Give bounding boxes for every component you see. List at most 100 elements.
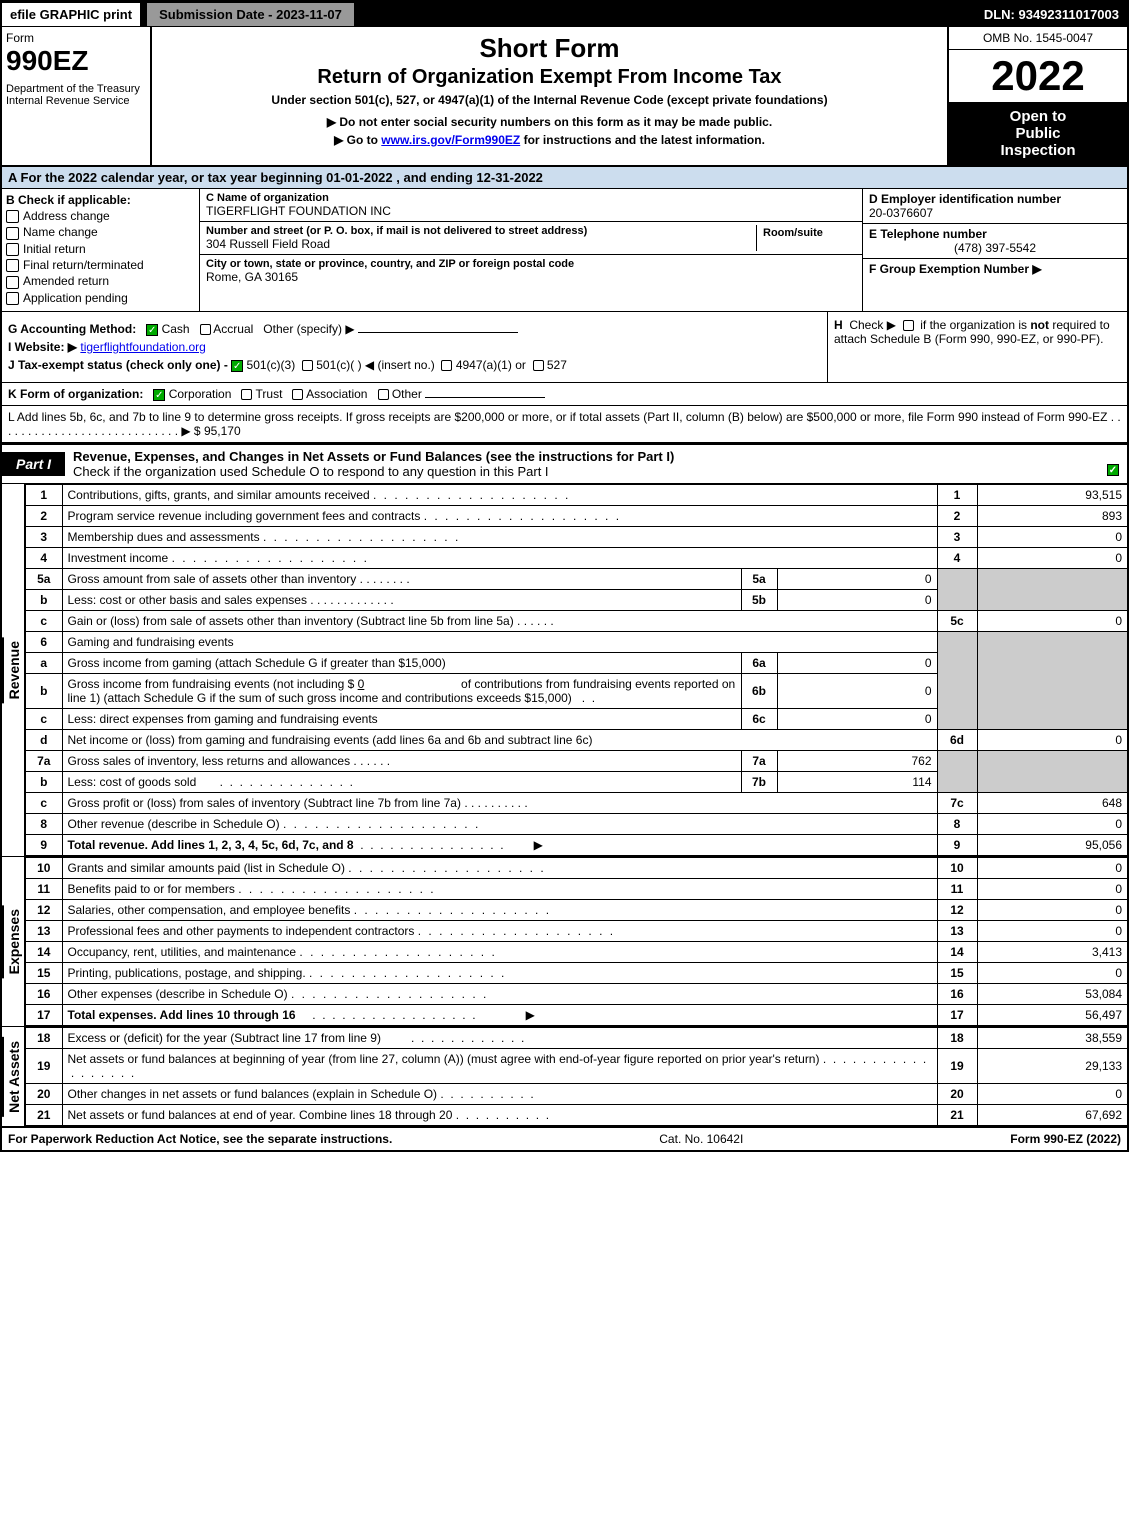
line-18: 18Excess or (deficit) for the year (Subt… [26, 1027, 1127, 1048]
tax-year: 2022 [949, 50, 1127, 102]
chk-schedule-o-part1[interactable] [1107, 464, 1119, 476]
department-label: Department of the TreasuryInternal Reven… [6, 83, 146, 107]
chk-trust[interactable] [241, 389, 252, 400]
chk-name-change[interactable]: Name change [6, 225, 195, 239]
line-21: 21Net assets or fund balances at end of … [26, 1104, 1127, 1125]
ein-label: D Employer identification number [869, 192, 1121, 206]
chk-address-change[interactable]: Address change [6, 209, 195, 223]
title-return: Return of Organization Exempt From Incom… [162, 66, 937, 89]
org-address: 304 Russell Field Road [206, 237, 756, 251]
netassets-table: 18Excess or (deficit) for the year (Subt… [26, 1027, 1127, 1126]
efile-label[interactable]: efile GRAPHIC print [2, 3, 142, 26]
header-middle: Short Form Return of Organization Exempt… [152, 27, 947, 165]
col-b-header: B Check if applicable: [6, 193, 131, 207]
chk-501c[interactable] [302, 360, 313, 371]
form-header: Form 990EZ Department of the TreasuryInt… [2, 27, 1127, 167]
row-l: L Add lines 5b, 6c, and 7b to line 9 to … [2, 406, 1127, 443]
header-left: Form 990EZ Department of the TreasuryInt… [2, 27, 152, 165]
chk-accrual[interactable] [200, 324, 211, 335]
line-i-website: I Website: ▶ tigerflightfoundation.org [8, 340, 821, 354]
line-19: 19Net assets or fund balances at beginni… [26, 1048, 1127, 1083]
line-7c: cGross profit or (loss) from sales of in… [26, 792, 1127, 813]
line-4: 4Investment income 40 [26, 547, 1127, 568]
expenses-section: Expenses 10Grants and similar amounts pa… [2, 857, 1127, 1027]
expenses-label: Expenses [2, 905, 24, 978]
line-h-schedule-b: H Check ▶ if the organization is not req… [827, 312, 1127, 382]
netassets-label: Net Assets [2, 1037, 24, 1117]
expenses-table: 10Grants and similar amounts paid (list … [26, 857, 1127, 1026]
org-name: TIGERFLIGHT FOUNDATION INC [206, 204, 856, 218]
info-grid: B Check if applicable: Address change Na… [2, 189, 1127, 312]
group-exemption-label: F Group Exemption Number ▶ [869, 262, 1121, 276]
chk-application-pending[interactable]: Application pending [6, 291, 195, 305]
open-to-public: Open toPublicInspection [949, 102, 1127, 165]
chk-association[interactable] [292, 389, 303, 400]
room-label: Room/suite [763, 227, 823, 239]
instructions-link-line: ▶ Go to www.irs.gov/Form990EZ for instru… [162, 133, 937, 147]
line-7a: 7aGross sales of inventory, less returns… [26, 750, 1127, 771]
col-c-org-info: C Name of organization TIGERFLIGHT FOUND… [200, 189, 862, 311]
line-2: 2Program service revenue including gover… [26, 505, 1127, 526]
title-short-form: Short Form [162, 33, 937, 64]
line-11: 11Benefits paid to or for members 110 [26, 878, 1127, 899]
chk-other-org[interactable] [378, 389, 389, 400]
city-label: City or town, state or province, country… [206, 258, 856, 270]
omb-number: OMB No. 1545-0047 [949, 27, 1127, 50]
form-990ez-page: efile GRAPHIC print Submission Date - 20… [0, 0, 1129, 1152]
line-8: 8Other revenue (describe in Schedule O) … [26, 813, 1127, 834]
footer-catno: Cat. No. 10642I [659, 1132, 743, 1146]
line-12: 12Salaries, other compensation, and empl… [26, 899, 1127, 920]
line-j-taxexempt: J Tax-exempt status (check only one) - 5… [8, 358, 821, 372]
chk-initial-return[interactable]: Initial return [6, 242, 195, 256]
line-10: 10Grants and similar amounts paid (list … [26, 857, 1127, 878]
line-14: 14Occupancy, rent, utilities, and mainte… [26, 941, 1127, 962]
org-name-label: C Name of organization [206, 192, 856, 204]
chk-501c3[interactable] [231, 360, 243, 372]
footer-left: For Paperwork Reduction Act Notice, see … [8, 1132, 392, 1146]
subtitle-section: Under section 501(c), 527, or 4947(a)(1)… [162, 93, 937, 107]
page-footer: For Paperwork Reduction Act Notice, see … [2, 1126, 1127, 1150]
line-g-accounting: G Accounting Method: Cash Accrual Other … [8, 322, 821, 336]
row-gih: G Accounting Method: Cash Accrual Other … [2, 312, 1127, 383]
website-link[interactable]: tigerflightfoundation.org [80, 340, 205, 354]
addr-label: Number and street (or P. O. box, if mail… [206, 225, 756, 237]
line-9: 9Total revenue. Add lines 1, 2, 3, 4, 5c… [26, 834, 1127, 855]
ein-value: 20-0376607 [869, 206, 1121, 220]
top-bar: efile GRAPHIC print Submission Date - 20… [2, 2, 1127, 27]
phone-label: E Telephone number [869, 227, 1121, 241]
line-6: 6Gaming and fundraising events [26, 631, 1127, 652]
line-17: 17Total expenses. Add lines 10 through 1… [26, 1004, 1127, 1025]
line-6d: dNet income or (loss) from gaming and fu… [26, 729, 1127, 750]
line-20: 20Other changes in net assets or fund ba… [26, 1083, 1127, 1104]
part1-title: Revenue, Expenses, and Changes in Net As… [65, 445, 1127, 483]
col-d-identifiers: D Employer identification number 20-0376… [862, 189, 1127, 311]
irs-link[interactable]: www.irs.gov/Form990EZ [381, 133, 520, 147]
line-13: 13Professional fees and other payments t… [26, 920, 1127, 941]
dln-number: DLN: 93492311017003 [976, 3, 1127, 26]
org-city: Rome, GA 30165 [206, 270, 856, 284]
form-number: 990EZ [6, 45, 146, 77]
col-b-checkboxes: B Check if applicable: Address change Na… [2, 189, 200, 311]
part1-header: Part I Revenue, Expenses, and Changes in… [2, 443, 1127, 484]
chk-cash[interactable] [146, 324, 158, 336]
netassets-section: Net Assets 18Excess or (deficit) for the… [2, 1027, 1127, 1126]
line-3: 3Membership dues and assessments 30 [26, 526, 1127, 547]
chk-amended-return[interactable]: Amended return [6, 274, 195, 288]
chk-4947[interactable] [441, 360, 452, 371]
header-right: OMB No. 1545-0047 2022 Open toPublicInsp… [947, 27, 1127, 165]
chk-schedule-b[interactable] [903, 320, 914, 331]
revenue-section: Revenue 1Contributions, gifts, grants, a… [2, 484, 1127, 857]
phone-value: (478) 397-5542 [869, 241, 1121, 255]
footer-formref: Form 990-EZ (2022) [1010, 1132, 1121, 1146]
line-5a: 5aGross amount from sale of assets other… [26, 568, 1127, 589]
form-label: Form [6, 31, 146, 45]
submission-date: Submission Date - 2023-11-07 [146, 2, 355, 27]
line-15: 15Printing, publications, postage, and s… [26, 962, 1127, 983]
section-a-taxyear: A For the 2022 calendar year, or tax yea… [2, 167, 1127, 189]
chk-527[interactable] [533, 360, 544, 371]
revenue-table: 1Contributions, gifts, grants, and simil… [26, 484, 1127, 856]
line-5c: cGain or (loss) from sale of assets othe… [26, 610, 1127, 631]
chk-final-return[interactable]: Final return/terminated [6, 258, 195, 272]
chk-corporation[interactable] [153, 389, 165, 401]
row-k: K Form of organization: Corporation Trus… [2, 383, 1127, 406]
